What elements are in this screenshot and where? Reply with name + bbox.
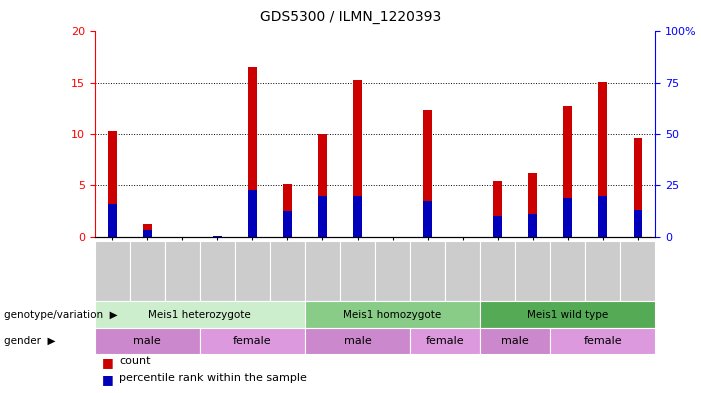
Bar [599, 196, 607, 237]
Text: ■: ■ [102, 373, 114, 386]
Text: GDS5300 / ILMN_1220393: GDS5300 / ILMN_1220393 [260, 10, 441, 24]
Bar [423, 201, 432, 237]
Text: genotype/variation  ▶: genotype/variation ▶ [4, 310, 117, 320]
Bar [283, 211, 292, 237]
Bar [564, 198, 572, 237]
Bar [318, 134, 327, 237]
Bar [213, 235, 222, 237]
Bar [318, 196, 327, 237]
Bar [108, 204, 116, 237]
Bar [529, 214, 537, 237]
Bar [494, 181, 502, 237]
Bar [248, 67, 257, 237]
Text: Meis1 heterozygote: Meis1 heterozygote [149, 310, 251, 320]
Text: female: female [233, 336, 272, 346]
Text: ■: ■ [102, 356, 114, 369]
Text: male: male [133, 336, 161, 346]
Bar [353, 80, 362, 237]
Bar [143, 230, 151, 237]
Bar [564, 107, 572, 237]
Text: Meis1 wild type: Meis1 wild type [527, 310, 608, 320]
Bar [599, 82, 607, 237]
Bar [494, 216, 502, 237]
Text: Meis1 homozygote: Meis1 homozygote [343, 310, 442, 320]
Text: female: female [426, 336, 465, 346]
Bar [213, 235, 222, 237]
Text: male: male [343, 336, 372, 346]
Text: count: count [119, 356, 151, 365]
Bar [108, 131, 116, 237]
Bar [283, 184, 292, 237]
Bar [143, 224, 151, 237]
Text: percentile rank within the sample: percentile rank within the sample [119, 373, 307, 383]
Text: female: female [583, 336, 622, 346]
Bar [634, 210, 642, 237]
Bar [248, 191, 257, 237]
Bar [634, 138, 642, 237]
Bar [353, 196, 362, 237]
Bar [423, 110, 432, 237]
Text: male: male [501, 336, 529, 346]
Bar [529, 173, 537, 237]
Text: gender  ▶: gender ▶ [4, 336, 55, 346]
